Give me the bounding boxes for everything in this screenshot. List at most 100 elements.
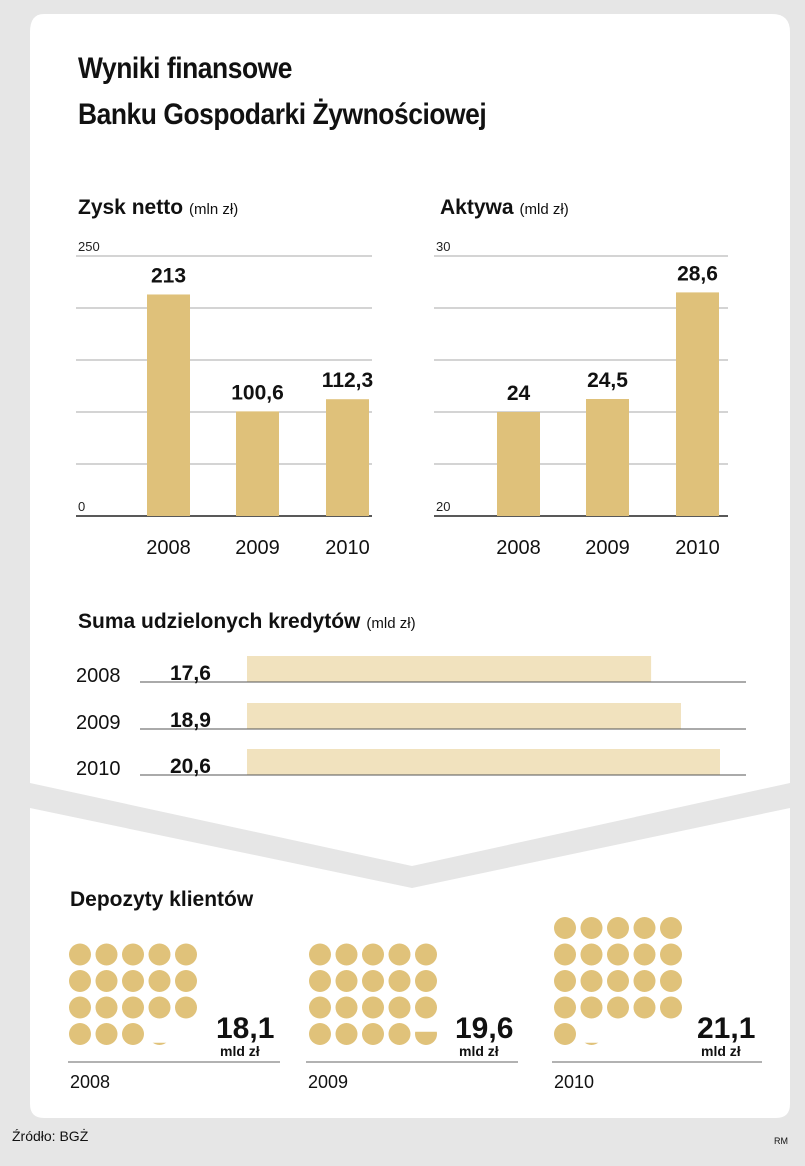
deposit-coin: [388, 943, 411, 966]
deposit-coin: [580, 970, 603, 992]
deposit-coin: [175, 970, 197, 992]
source-note: Źródło: BGŻ: [12, 1128, 89, 1144]
deposit-coin: [335, 970, 358, 992]
deposit-coin: [554, 917, 576, 939]
profit-chart-title-text: Zysk netto: [78, 196, 184, 219]
loans-category-label: 2009: [76, 712, 121, 734]
deposit-coin: [335, 996, 358, 1019]
deposit-coin: [148, 943, 171, 966]
deposit-coin: [335, 1023, 358, 1045]
deposit-coin: [554, 996, 576, 1019]
assets-y-tick-label: 30: [436, 239, 450, 254]
deposit-unit-label: mld zł: [220, 1043, 260, 1059]
deposit-coin: [309, 1023, 331, 1045]
assets-chart-title: Aktywa (mld zł): [440, 196, 569, 220]
deposits-chart-title: Depozyty klientów: [70, 888, 253, 912]
title-line-2: Banku Gospodarki Żywnościowej: [78, 98, 487, 131]
deposit-coin: [69, 943, 91, 966]
loans-value-label: 17,6: [170, 662, 211, 685]
deposit-coin: [554, 970, 576, 992]
assets-x-tick-label: 2009: [585, 537, 630, 559]
deposit-coin: [69, 970, 91, 992]
assets-value-label: 24: [507, 382, 531, 405]
title-line-1: Wyniki finansowe: [78, 52, 292, 85]
deposit-coin-partial: [415, 1031, 437, 1045]
deposit-coin: [633, 917, 656, 939]
assets-bar-2008: [497, 412, 540, 516]
deposit-coin: [175, 943, 197, 966]
deposit-coin: [388, 970, 411, 992]
deposit-coin: [122, 1023, 144, 1045]
deposit-coin: [175, 996, 197, 1019]
deposit-coin: [580, 996, 603, 1019]
deposit-coin: [148, 970, 171, 992]
deposit-coin: [362, 943, 384, 966]
deposit-unit-label: mld zł: [459, 1043, 499, 1059]
profit-chart-unit: (mln zł): [189, 201, 239, 218]
loans-chart-unit: (mld zł): [366, 615, 416, 632]
deposit-coin: [122, 970, 144, 992]
profit-x-tick-label: 2009: [235, 537, 280, 559]
deposit-coin: [580, 943, 603, 966]
deposit-value-label: 18,1: [216, 1012, 274, 1045]
deposit-coin: [415, 970, 437, 992]
loans-value-label: 18,9: [170, 709, 211, 732]
profit-y-tick-label: 0: [78, 499, 85, 514]
deposit-coin: [607, 970, 629, 992]
deposit-coin: [335, 943, 358, 966]
deposit-coin: [607, 996, 629, 1019]
deposit-coin: [309, 970, 331, 992]
deposit-coin: [633, 943, 656, 966]
deposit-coin: [69, 1023, 91, 1045]
deposit-year-label: 2009: [308, 1072, 348, 1092]
deposit-coin: [660, 917, 682, 939]
profit-value-label: 213: [151, 264, 186, 287]
deposit-coin-partial: [584, 1042, 599, 1045]
assets-value-label: 24,5: [587, 369, 628, 392]
upper-panel: [30, 14, 790, 866]
profit-bar-2010: [326, 399, 369, 516]
deposit-coin: [633, 970, 656, 992]
deposit-coin: [388, 1023, 411, 1045]
profit-bar-2008: [147, 294, 190, 516]
profit-x-tick-label: 2010: [325, 537, 370, 559]
deposit-coin: [95, 1023, 118, 1045]
assets-x-tick-label: 2010: [675, 537, 720, 559]
author-initials: RM: [774, 1136, 788, 1146]
deposit-coin: [660, 970, 682, 992]
lower-panel: [30, 808, 790, 1118]
loans-bar-2010: [247, 749, 720, 775]
assets-bar-2009: [586, 399, 629, 516]
deposit-coin: [362, 970, 384, 992]
deposit-year-label: 2008: [70, 1072, 110, 1092]
deposit-coin: [607, 943, 629, 966]
assets-x-tick-label: 2008: [496, 537, 541, 559]
deposit-coin: [660, 996, 682, 1019]
assets-bar-2010: [676, 292, 719, 516]
deposit-coin: [580, 917, 603, 939]
deposit-coin: [388, 996, 411, 1019]
loans-category-label: 2010: [76, 758, 121, 780]
profit-bar-2009: [236, 411, 279, 516]
deposit-coin: [415, 996, 437, 1019]
deposit-coin: [148, 996, 171, 1019]
deposit-coin: [362, 1023, 384, 1045]
deposit-coin: [122, 943, 144, 966]
profit-value-label: 112,3: [322, 369, 373, 392]
deposits-chart-title-text: Depozyty klientów: [70, 888, 254, 911]
assets-value-label: 28,6: [677, 262, 718, 285]
deposit-coin: [309, 996, 331, 1019]
loans-value-label: 20,6: [170, 755, 211, 778]
deposit-coin: [95, 996, 118, 1019]
deposit-coin: [633, 996, 656, 1019]
assets-y-tick-label: 20: [436, 499, 450, 514]
loans-bar-2009: [247, 703, 681, 729]
deposit-coin: [69, 996, 91, 1019]
deposit-coin-partial: [152, 1042, 167, 1045]
deposit-coin: [309, 943, 331, 966]
loans-category-label: 2008: [76, 665, 121, 687]
profit-x-tick-label: 2008: [146, 537, 191, 559]
